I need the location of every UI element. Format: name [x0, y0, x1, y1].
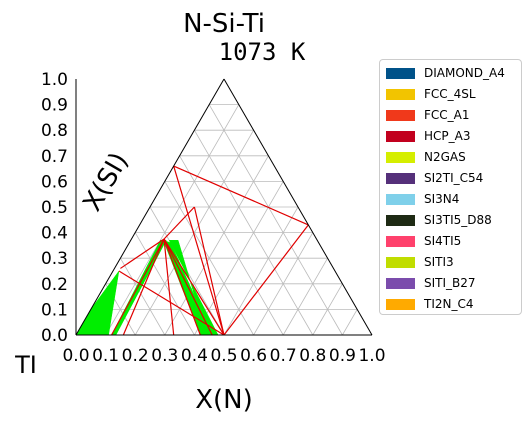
- legend-label: HCP_A3: [424, 129, 471, 143]
- legend-swatch: [386, 67, 415, 79]
- legend-swatch: [386, 235, 415, 247]
- tie-lines: [110, 165, 309, 336]
- phase-region: [168, 240, 219, 336]
- legend-item: DIAMOND_A4: [386, 66, 505, 80]
- y-tick-label: 0.1: [41, 300, 68, 320]
- tie-line: [223, 224, 309, 336]
- tie-line: [163, 238, 201, 336]
- tie-line: [193, 206, 225, 336]
- y-axis-label: X(SI): [78, 148, 135, 217]
- legend-item: TI2N_C4: [386, 297, 474, 311]
- grid-line: [194, 129, 314, 336]
- legend-item: N2GAS: [386, 150, 466, 164]
- tie-line: [173, 165, 309, 226]
- x-tick-label: 0.1: [92, 346, 119, 366]
- y-tick-label: 0.9: [41, 96, 68, 116]
- legend-item: SI3N4: [386, 192, 459, 206]
- legend-label: FCC_4SL: [424, 87, 476, 101]
- tie-line: [163, 238, 225, 336]
- legend-label: SI3TI5_D88: [424, 213, 492, 227]
- chart-title: N-Si-Ti: [183, 9, 265, 39]
- y-tick-label: 0.8: [41, 121, 68, 141]
- y-tick-label: 0.2: [41, 275, 68, 295]
- legend-swatch: [386, 88, 415, 100]
- y-tick-label: 0.0: [41, 326, 68, 346]
- chart-subtitle: 1073 K: [219, 38, 306, 66]
- legend-swatch: [386, 214, 415, 226]
- y-tick-label: 0.6: [41, 172, 68, 192]
- legend-label: FCC_A1: [424, 108, 470, 122]
- legend-label: DIAMOND_A4: [424, 66, 505, 80]
- tie-line: [173, 165, 225, 336]
- legend-label: SI4TI5: [424, 234, 462, 248]
- x-tick-label: 0.4: [181, 346, 208, 366]
- x-tick-label: 0.0: [62, 346, 89, 366]
- grid-line: [164, 155, 269, 336]
- corner-label-ti: TI: [14, 351, 37, 379]
- grid-line: [223, 206, 299, 336]
- legend-label: SITI3: [424, 255, 454, 269]
- tie-line: [122, 238, 165, 336]
- tie-line: [110, 238, 165, 336]
- phase-region: [75, 270, 120, 336]
- legend-swatch: [386, 256, 415, 268]
- legend-swatch: [386, 193, 415, 205]
- x-axis-label: X(N): [195, 385, 253, 415]
- legend-label: TI2N_C4: [424, 297, 474, 311]
- grid-line: [120, 257, 166, 336]
- y-tick-label: 0.5: [41, 198, 68, 218]
- left-side-line: [75, 78, 225, 336]
- grid-line: [342, 309, 358, 336]
- legend-item: SITI3: [386, 255, 454, 269]
- legend-swatch: [386, 151, 415, 163]
- legend-label: SI3N4: [424, 192, 460, 206]
- legend-swatch: [386, 298, 415, 310]
- tie-line: [163, 238, 213, 336]
- y-tick-label: 0.4: [41, 224, 68, 244]
- x-tick-label: 0.7: [270, 346, 297, 366]
- x-tick-label: 0.3: [151, 346, 178, 366]
- x-tick-label: 0.6: [240, 346, 267, 366]
- y-tick-label: 0.3: [41, 249, 68, 269]
- legend-swatch: [386, 109, 415, 121]
- grid-line: [134, 232, 195, 336]
- grid-line: [105, 104, 240, 336]
- legend-swatch: [386, 277, 415, 289]
- right-side-line: [223, 78, 373, 336]
- legend-label: SITI_B27: [424, 276, 476, 290]
- y-tick-label: 0.7: [41, 147, 68, 167]
- legend-swatch: [386, 172, 415, 184]
- legend-item: SI2TI_C54: [386, 171, 483, 185]
- legend-item: SITI_B27: [386, 276, 476, 290]
- y-tick-label: 1.0: [41, 70, 68, 90]
- legend-label: N2GAS: [424, 150, 466, 164]
- legend-item: SI4TI5: [386, 234, 461, 248]
- x-tick-label: 0.9: [329, 346, 356, 366]
- tie-line: [120, 238, 165, 269]
- tick-labels: 0.00.10.20.30.40.50.60.70.80.91.00.0 0.1 0…: [41, 70, 386, 366]
- grid-line: [179, 155, 284, 336]
- legend-item: FCC_A1: [386, 108, 470, 122]
- triangle-frame: [75, 78, 373, 336]
- legend-item: FCC_4SL: [386, 87, 476, 101]
- grid-line: [282, 257, 328, 336]
- tie-line: [163, 238, 175, 336]
- legend-item: SI3TI5_D88: [386, 213, 492, 227]
- x-tick-label: 0.2: [122, 346, 149, 366]
- tie-line: [163, 206, 195, 240]
- legend-swatch: [386, 130, 415, 142]
- tie-line: [118, 270, 225, 336]
- x-tick-label: 0.5: [210, 346, 237, 366]
- legend-label: SI2TI_C54: [424, 171, 484, 185]
- legend-item: HCP_A3: [386, 129, 470, 143]
- x-tick-label: 0.8: [299, 346, 326, 366]
- legend: DIAMOND_A4 FCC_4SL FCC_A1 HCP_A3 N2GAS SI2TI_…: [379, 59, 522, 315]
- grid-line: [208, 104, 343, 336]
- x-tick-label: 1.0: [358, 346, 385, 366]
- grid-line: [164, 181, 254, 336]
